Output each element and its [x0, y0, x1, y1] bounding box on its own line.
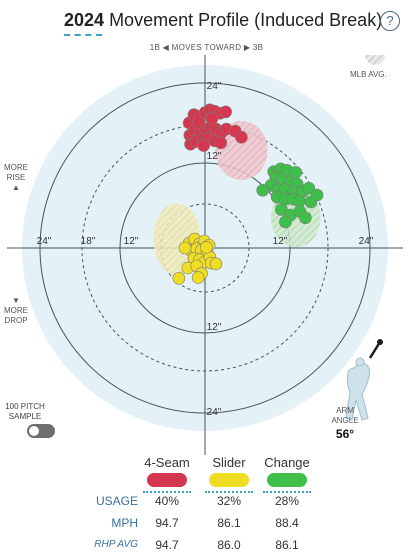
more-rise-label: MORE RISE ▲: [4, 163, 28, 193]
arm-angle-line1: ARM: [336, 406, 354, 415]
pitch-point-slider-20[interactable]: [178, 241, 192, 255]
dash-slider: [205, 491, 253, 493]
ring-label-top-12: 12": [207, 151, 222, 162]
usage-change: 28%: [274, 494, 300, 508]
arm-angle-line: [368, 341, 382, 359]
pitch-point-4-seam-23[interactable]: [205, 112, 219, 126]
rise-arrow-icon: ▲: [12, 183, 20, 192]
direction-text: MOVES TOWARD: [171, 43, 242, 52]
more-rise-line1: MORE: [4, 163, 28, 172]
page-title: 2024 Movement Profile (Induced Break): [64, 10, 382, 31]
ring-label-right-12: 12": [273, 236, 288, 247]
arm-angle-line2: ANGLE: [331, 416, 359, 425]
direction-indicator: 1B ◀ MOVES TOWARD ▶ 3B: [0, 43, 413, 52]
dash-change: [263, 491, 311, 493]
ring-label-top-24: 24": [207, 81, 222, 92]
arm-angle-ball: [377, 339, 383, 345]
pitch-point-4-seam-22[interactable]: [192, 115, 206, 129]
mph-4seam: 94.7: [155, 516, 179, 530]
col-header-slider: Slider: [212, 455, 246, 470]
movement-chart: 24" 18" 12" 12" 24" 24" 12" 12" 24": [7, 55, 403, 455]
pill-4seam[interactable]: [147, 473, 187, 487]
year-underline: [64, 34, 102, 36]
more-drop-line1: MORE: [4, 306, 28, 315]
pitch-point-4-seam-26[interactable]: [197, 139, 210, 152]
title-text: Movement Profile (Induced Break): [109, 10, 383, 30]
pitch-point-slider-17[interactable]: [172, 271, 186, 285]
more-drop-line2: DROP: [4, 316, 28, 325]
col-header-change: Change: [264, 455, 310, 470]
rhp-avg-slider: 86.0: [217, 538, 241, 552]
col-header-4seam: 4-Seam: [144, 455, 190, 470]
mlb-avg-legend-swatch: [365, 55, 385, 65]
sample-label: 100 PITCH SAMPLE: [4, 402, 46, 422]
row-label-usage: USAGE: [95, 494, 138, 508]
pitch-point-slider-21[interactable]: [200, 241, 213, 254]
row-label-mph: MPH: [111, 516, 138, 530]
usage-4seam: 40%: [154, 494, 180, 508]
more-drop-label: ▼ MORE DROP: [4, 296, 28, 326]
pitcher-figure: [345, 339, 383, 421]
arrow-right-icon: ▶: [243, 43, 251, 52]
mlb-avg-legend: MLB AVG.: [350, 70, 387, 79]
pitcher-silhouette: [345, 362, 371, 421]
rhp-avg-change: 86.1: [275, 538, 299, 552]
arm-angle-value: 56°: [335, 427, 355, 441]
pitch-point-slider-19[interactable]: [209, 257, 223, 271]
mlb-avg-ellipse-4-seam: [215, 120, 268, 180]
pitch-point-change-22[interactable]: [279, 215, 292, 229]
direction-right: 3B: [252, 43, 264, 52]
pitch-point-slider-18[interactable]: [191, 271, 205, 284]
sample-label-line1: 100 PITCH: [5, 402, 45, 411]
arm-angle-label: ARM ANGLE: [327, 406, 363, 426]
ring-label-bottom-24: 24": [207, 407, 222, 418]
pitch-point-4-seam-21[interactable]: [214, 136, 228, 150]
drop-arrow-icon: ▼: [12, 296, 20, 305]
rhp-avg-4seam: 94.7: [155, 538, 179, 552]
pitch-point-change-25[interactable]: [256, 183, 270, 197]
help-icon[interactable]: ?: [380, 11, 400, 31]
pitch-point-change-23[interactable]: [299, 211, 312, 225]
more-rise-line2: RISE: [6, 173, 26, 182]
pitch-point-change-13[interactable]: [302, 181, 316, 195]
pill-slider[interactable]: [209, 473, 249, 487]
pitch-point-change-24[interactable]: [310, 188, 324, 202]
usage-slider: 32%: [216, 494, 242, 508]
toggle-knob: [29, 426, 39, 436]
dash-4seam: [143, 491, 191, 493]
arrow-left-icon: ◀: [162, 43, 170, 52]
mph-slider: 86.1: [217, 516, 241, 530]
title-year: 2024: [64, 10, 105, 30]
ring-label-bottom-12: 12": [207, 322, 222, 333]
ring-label-right-24: 24": [359, 236, 374, 247]
ring-label-left-12: 12": [124, 236, 139, 247]
pitcher-head: [355, 357, 365, 367]
mph-change: 88.4: [275, 516, 299, 530]
pill-change[interactable]: [267, 473, 307, 487]
pitch-point-4-seam-25[interactable]: [235, 131, 248, 144]
sample-toggle[interactable]: [27, 424, 55, 438]
row-label-rhp-avg: RHP AVG: [94, 539, 138, 550]
pitch-point-4-seam-7[interactable]: [219, 105, 232, 119]
sample-label-line2: SAMPLE: [8, 412, 42, 421]
direction-left: 1B: [149, 43, 161, 52]
ring-label-left-24: 24": [37, 236, 52, 247]
ring-label-left-18: 18": [81, 236, 96, 247]
